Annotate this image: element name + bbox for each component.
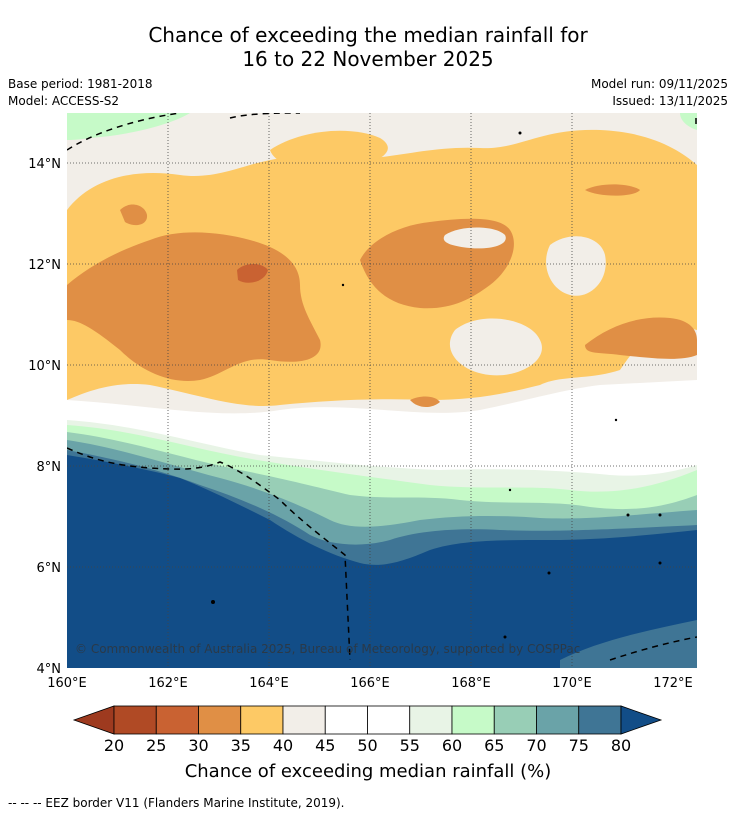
colorbar-tick-label: 40 [272,736,294,755]
colorbar-tick-label: 25 [146,736,167,755]
model-run-label: Model run: 09/11/2025 [590,77,728,91]
colorbar-tick-label: 45 [315,736,336,755]
lat-tick-label: 10°N [28,359,61,374]
lon-tick-labels: 160°E 162°E 164°E 166°E 168°E 170°E 172°… [47,676,693,691]
lon-tick-label: 172°E [653,676,693,691]
footer-note: -- -- -- EEZ border V11 (Flanders Marine… [8,796,345,810]
map-gridlines [67,113,697,668]
colorbar-extend-low [72,705,115,735]
field-30-patch-a [120,204,148,226]
colorbar-tick-label: 30 [188,736,209,755]
colorbar-tick-label: 75 [568,736,589,755]
colorbar-segment [451,705,495,735]
colorbar-segment [240,705,284,735]
colorbar-tick-label: 80 [610,736,632,755]
lat-tick-label: 14°N [28,157,61,172]
lon-tick-label: 162°E [148,676,188,691]
colorbar-tick-label: 20 [103,736,125,755]
colorbar [72,705,663,735]
model-label: Model: ACCESS-S2 [8,94,120,108]
colorbar-tick-label: 60 [441,736,463,755]
colorbar-segment [367,705,411,735]
field-30-patch-c [410,396,440,408]
colorbar-segment [409,705,453,735]
lat-tick-labels: 14°N 12°N 10°N 8°N 6°N 4°N [28,157,61,677]
issued-label: Issued: 13/11/2025 [612,94,728,108]
field-45-hole-east [546,236,606,296]
lat-tick-label: 4°N [37,662,62,677]
field-45-hole-centre [449,318,542,376]
lon-tick-label: 164°E [249,676,289,691]
colorbar-segment [155,705,199,735]
colorbar-tick-label: 70 [526,736,547,755]
eez-border-lines [67,113,697,661]
base-period-label: Base period: 1981-2018 [8,77,153,91]
lat-tick-label: 6°N [37,561,62,576]
field-30-patch-b [585,184,640,196]
field-65-ne [680,113,697,130]
forecast-map: © Commonwealth of Australia 2025, Bureau… [28,113,697,735]
field-80b [67,455,697,668]
copyright-notice: © Commonwealth of Australia 2025, Bureau… [75,642,580,656]
colorbar-tick-label: 65 [484,736,505,755]
lon-tick-label: 168°E [451,676,491,691]
map-field [67,113,697,668]
lon-tick-label: 166°E [350,676,390,691]
field-45-centre-ring [443,227,506,249]
lon-tick-label: 170°E [552,676,592,691]
colorbar-segment [536,705,580,735]
colorbar-tick-label: 50 [357,736,378,755]
field-65-nw [67,113,190,140]
islands [211,131,662,639]
colorbar-segment [324,705,368,735]
colorbar-tick-label: 55 [399,736,420,755]
lon-tick-label: 160°E [47,676,87,691]
field-25-patch [237,264,268,283]
colorbar-segment [578,705,622,735]
colorbar-segment [198,705,242,735]
title-line-1: Chance of exceeding the median rainfall … [148,23,588,47]
field-35-north-patch [270,130,388,169]
title-line-2: 16 to 22 November 2025 [242,47,494,71]
colorbar-tick-label: 35 [230,736,251,755]
colorbar-label: Chance of exceeding median rainfall (%) [184,761,552,782]
lat-tick-label: 12°N [28,258,61,273]
lat-tick-label: 8°N [37,460,62,475]
colorbar-segment [493,705,537,735]
colorbar-segment [113,705,157,735]
field-30-east [585,317,697,359]
field-75-sw-patch [560,620,697,668]
colorbar-segment [282,705,326,735]
colorbar-extend-high [620,705,663,735]
